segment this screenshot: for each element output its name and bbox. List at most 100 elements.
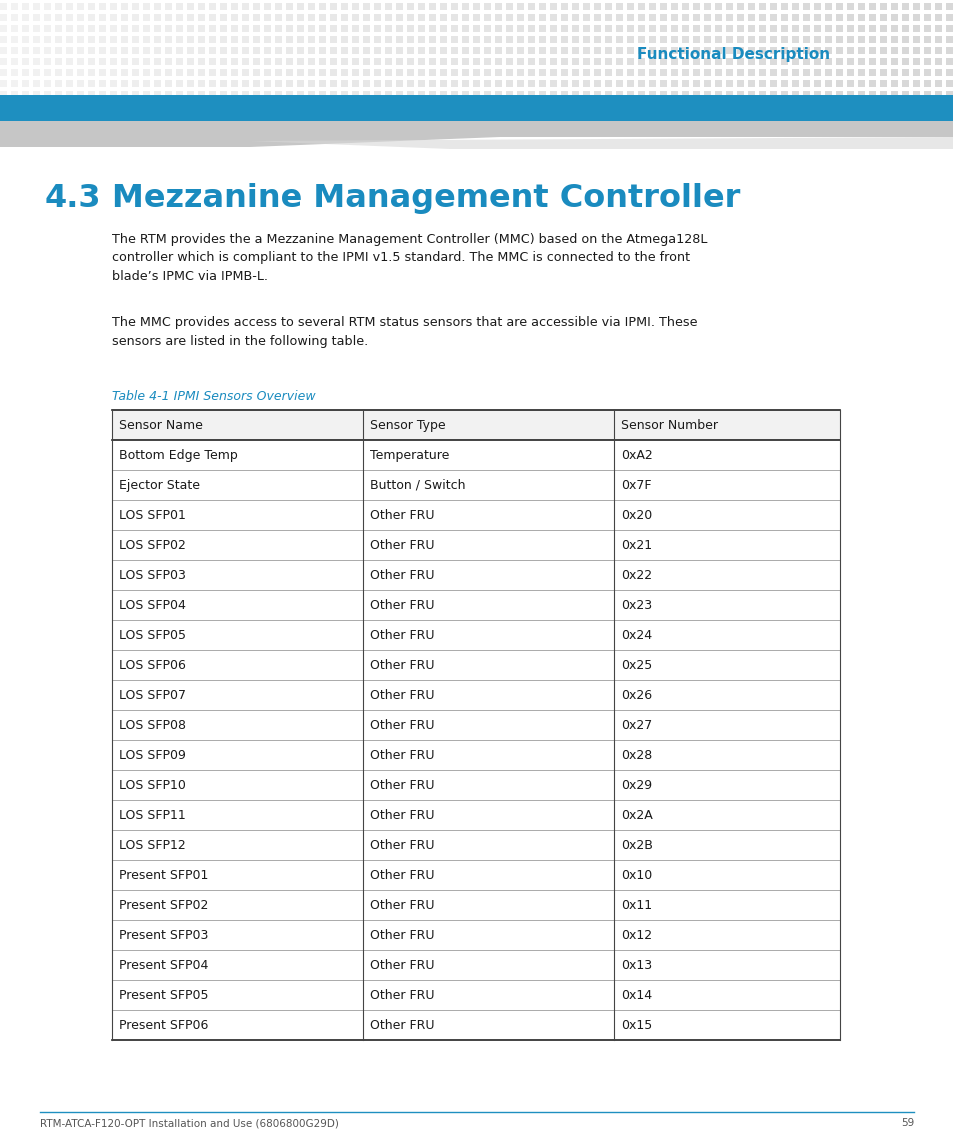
Bar [648, 47, 656, 54]
Text: Other FRU: Other FRU [370, 719, 435, 732]
Bar [209, 3, 215, 10]
Text: Other FRU: Other FRU [370, 899, 435, 913]
Bar [99, 58, 106, 65]
Bar [495, 35, 501, 44]
Bar [582, 47, 589, 54]
Bar [681, 102, 688, 109]
Bar [714, 102, 721, 109]
Bar [846, 69, 853, 76]
Bar [616, 3, 622, 10]
Bar [560, 90, 567, 98]
Bar [725, 3, 732, 10]
Text: 0x10: 0x10 [620, 869, 652, 882]
Bar [781, 69, 787, 76]
Bar [835, 102, 842, 109]
Text: Sensor Type: Sensor Type [370, 419, 445, 432]
Bar [912, 58, 919, 65]
Bar [901, 69, 908, 76]
Bar [769, 35, 776, 44]
Bar [439, 69, 447, 76]
Bar [187, 14, 193, 21]
Bar [209, 58, 215, 65]
Bar [934, 35, 941, 44]
Bar [582, 102, 589, 109]
Bar [363, 25, 370, 32]
Bar [781, 25, 787, 32]
Bar [340, 58, 348, 65]
Bar [868, 14, 875, 21]
Bar [352, 69, 358, 76]
Bar [308, 3, 314, 10]
Bar [66, 25, 73, 32]
Bar [0, 69, 7, 76]
Bar [88, 90, 95, 98]
Bar [153, 3, 161, 10]
Bar [483, 3, 491, 10]
Bar [407, 35, 414, 44]
Bar [912, 35, 919, 44]
Text: Other FRU: Other FRU [370, 660, 435, 672]
Text: Other FRU: Other FRU [370, 989, 435, 1002]
Bar [582, 14, 589, 21]
Bar [296, 58, 304, 65]
Text: LOS SFP04: LOS SFP04 [119, 599, 186, 611]
Bar [616, 47, 622, 54]
Bar [318, 90, 326, 98]
Bar [44, 90, 51, 98]
Bar [110, 69, 117, 76]
Bar [44, 3, 51, 10]
Bar [538, 14, 545, 21]
Bar [527, 25, 535, 32]
Bar [517, 35, 523, 44]
Bar [22, 58, 29, 65]
Bar [835, 69, 842, 76]
Bar [604, 14, 612, 21]
Bar [340, 102, 348, 109]
Bar [439, 3, 447, 10]
Bar [582, 90, 589, 98]
Text: Present SFP03: Present SFP03 [119, 929, 208, 942]
Bar [594, 25, 600, 32]
Bar [153, 102, 161, 109]
Bar [451, 69, 457, 76]
Bar [505, 80, 513, 87]
Text: 0x11: 0x11 [620, 899, 652, 913]
Bar [395, 102, 402, 109]
Text: Other FRU: Other FRU [370, 569, 435, 582]
Bar [451, 47, 457, 54]
Bar [274, 69, 282, 76]
Bar [670, 69, 678, 76]
Bar [66, 90, 73, 98]
Bar [714, 69, 721, 76]
Bar [296, 3, 304, 10]
Bar [781, 14, 787, 21]
Bar [439, 14, 447, 21]
Bar [659, 102, 666, 109]
Bar [912, 69, 919, 76]
Bar [374, 102, 380, 109]
Bar [759, 47, 765, 54]
Bar [681, 90, 688, 98]
Bar [11, 25, 18, 32]
Bar [407, 90, 414, 98]
Text: Present SFP02: Present SFP02 [119, 899, 208, 913]
Text: Ejector State: Ejector State [119, 479, 200, 492]
Bar [769, 25, 776, 32]
Bar [846, 90, 853, 98]
Bar [725, 69, 732, 76]
Bar [714, 58, 721, 65]
Bar [737, 3, 743, 10]
Bar [868, 58, 875, 65]
Bar [274, 102, 282, 109]
Bar [352, 25, 358, 32]
Bar [209, 102, 215, 109]
Bar [857, 47, 864, 54]
Bar [274, 3, 282, 10]
Bar [572, 102, 578, 109]
Bar [55, 58, 62, 65]
Bar [318, 3, 326, 10]
Bar [725, 80, 732, 87]
Bar [769, 3, 776, 10]
Bar [560, 25, 567, 32]
Bar [505, 58, 513, 65]
